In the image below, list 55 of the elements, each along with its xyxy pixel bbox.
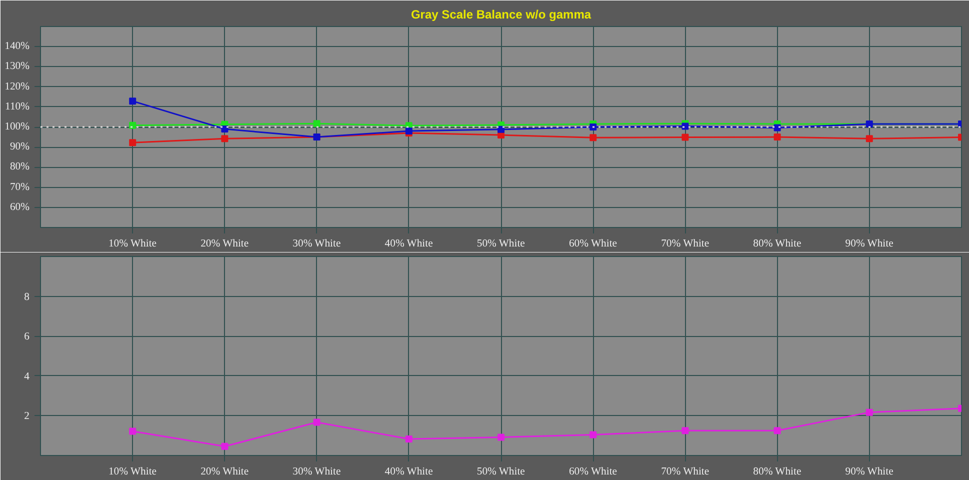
y-tick-label: 130% <box>4 61 30 72</box>
x-tick-label: 70% White <box>661 466 710 478</box>
x-tick-label: 10% White <box>108 238 157 250</box>
x-tick-label: 40% White <box>384 238 434 250</box>
y-tick-label: 2 <box>24 411 30 422</box>
x-tick-label: 30% White <box>292 238 341 250</box>
x-tick-label: 60% White <box>568 466 618 478</box>
x-tick-label: 80% White <box>753 466 802 478</box>
point <box>682 122 689 130</box>
x-tick-label: 70% White <box>661 238 710 250</box>
x-tick-label: 20% White <box>200 466 249 478</box>
point <box>774 124 781 132</box>
x-tick-label: 10% White <box>108 466 157 478</box>
y-tick-label: 80% <box>10 162 30 173</box>
y-tick-label: 120% <box>4 81 30 92</box>
chart-title: Gray Scale Balance w/o gamma <box>410 8 592 22</box>
point <box>405 435 412 442</box>
point <box>313 418 320 426</box>
point <box>129 428 136 435</box>
point <box>221 126 228 133</box>
y-tick-label: 4 <box>24 371 30 382</box>
y-tick-label: 8 <box>24 292 30 303</box>
point <box>590 431 597 438</box>
point <box>866 135 873 142</box>
y-tick-label: 70% <box>10 182 30 193</box>
point <box>129 139 136 146</box>
point <box>682 427 689 434</box>
point <box>590 124 597 130</box>
y-tick-label: 110% <box>5 101 30 112</box>
point <box>774 134 781 141</box>
x-tick-label: 60% White <box>568 238 618 250</box>
x-tick-label: 40% White <box>384 466 434 478</box>
y-tick-label: 100% <box>4 122 30 132</box>
point <box>498 434 504 441</box>
x-tick-label: 80% White <box>753 238 802 250</box>
point <box>221 442 228 450</box>
y-tick-label: 90% <box>10 142 30 153</box>
point <box>866 408 873 416</box>
y-tick-label: 140% <box>4 41 30 52</box>
point <box>682 134 689 141</box>
point <box>129 98 136 105</box>
x-tick-label: 90% White <box>845 466 894 478</box>
point <box>774 427 781 434</box>
point <box>221 135 228 142</box>
point <box>129 122 136 129</box>
point <box>590 134 597 142</box>
point <box>498 126 504 133</box>
y-tick-label: 6 <box>24 332 30 343</box>
point <box>313 120 320 128</box>
x-tick-label: 90% White <box>845 238 894 250</box>
x-tick-label: 50% White <box>476 238 526 250</box>
x-tick-label: 50% White <box>476 466 526 478</box>
y-tick-label: 60% <box>10 202 30 213</box>
x-tick-label: 30% White <box>292 466 341 478</box>
x-tick-label: 20% White <box>200 238 249 250</box>
